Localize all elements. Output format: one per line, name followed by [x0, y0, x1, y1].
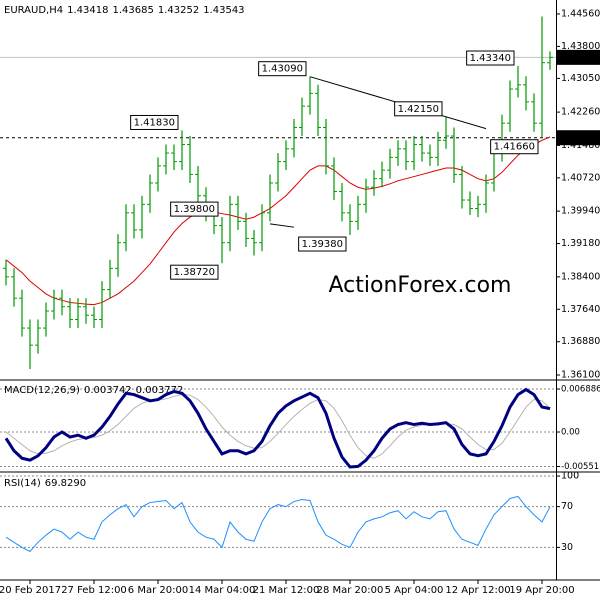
- annotation-text: 1.41660: [494, 142, 535, 153]
- indicator-name: RSI(14): [4, 478, 41, 489]
- y-tick-label: 1.36100: [561, 370, 600, 381]
- indicator-line: [5, 495, 551, 553]
- annotation: 1.38720: [170, 264, 219, 280]
- y-tick-label: -0.005511: [561, 462, 600, 472]
- current-price: 1.43543: [556, 49, 600, 65]
- x-tick-label: 14 Mar 04:00: [189, 585, 256, 596]
- header-low: 1.43252: [158, 5, 199, 16]
- y-tick-label: 1.37640: [561, 304, 600, 315]
- annotation-text: 1.42150: [398, 104, 439, 115]
- x-tick-label: 19 Apr 20:00: [509, 585, 574, 596]
- indicator-header: RSI(14) 69.8290: [4, 478, 86, 489]
- watermark: ActionForex.com: [329, 273, 512, 298]
- price-axis: 1.44560 1.43800 1.43050 1.42260 1.41480 1.407…: [556, 8, 600, 381]
- symbol: EURAUD,H4: [4, 5, 63, 16]
- annotation-box: [298, 236, 347, 252]
- trend-line: [269, 223, 295, 228]
- level-price-box: [556, 130, 600, 146]
- y-tick-label: 1.38400: [561, 271, 600, 282]
- x-tick-label: 28 Mar 20:00: [317, 585, 384, 596]
- annotation-box: [130, 114, 179, 130]
- annotation: 1.43090: [258, 61, 307, 77]
- y-tick-label: 1.39180: [561, 238, 600, 249]
- annotation-text: 1.38720: [174, 267, 215, 278]
- annotation-text: 1.43090: [262, 64, 303, 75]
- annotation-box: [466, 50, 515, 66]
- annotation-text: 1.39380: [302, 239, 343, 250]
- price-axis: 100 70 30: [556, 471, 579, 553]
- annotation: 1.41660: [490, 139, 539, 155]
- current-price-box: [556, 49, 600, 65]
- annotation-box: [490, 139, 539, 155]
- level-price-text: 1.41660: [560, 133, 600, 144]
- annotation-box: [170, 264, 219, 280]
- indicator-value: 0.003742: [84, 385, 132, 396]
- y-tick-label: 1.44560: [561, 8, 600, 19]
- y-tick-label: 1.43800: [561, 41, 600, 52]
- annotation: 1.39380: [298, 236, 347, 252]
- header-high: 1.43685: [112, 5, 153, 16]
- x-tick-label: 5 Apr 04:00: [385, 585, 444, 596]
- indicator-name: MACD(12,26,9): [4, 385, 80, 396]
- moving-average: [5, 136, 551, 306]
- indicator-line: [4, 387, 551, 469]
- current-price-text: 1.43543: [560, 52, 600, 63]
- header: EURAUD,H4 1.43418 1.43685 1.43252 1.43543: [4, 5, 245, 16]
- y-tick-label: 1.40720: [561, 172, 600, 183]
- annotation: 1.43340: [466, 50, 515, 66]
- x-tick-label: 27 Feb 12:00: [61, 585, 127, 596]
- x-tick-label: 20 Feb 2017: [0, 585, 61, 596]
- x-tick-label: 21 Mar 12:00: [253, 585, 320, 596]
- annotation-text: 1.41830: [134, 117, 175, 128]
- indicator-value: 69.8290: [45, 478, 86, 489]
- annotation-box: [258, 61, 307, 77]
- y-tick-label: 0.00: [561, 428, 580, 438]
- y-tick-label: 0.006886: [561, 385, 600, 395]
- y-tick-label: 30: [561, 542, 573, 553]
- y-tick-label: 1.39940: [561, 206, 600, 217]
- indicator-value: 0.003772: [136, 385, 184, 396]
- annotation-box: [394, 101, 443, 117]
- annotation: 1.42150: [394, 101, 443, 117]
- indicator-header: MACD(12,26,9) 0.003742 0.003772: [4, 385, 183, 396]
- y-tick-label: 1.41480: [561, 140, 600, 151]
- annotation: 1.41830: [130, 114, 179, 130]
- price-axis: 0.006886 0.00 -0.005511: [556, 385, 600, 472]
- header-close: 1.43543: [203, 5, 244, 16]
- annotation: 1.39800: [170, 201, 219, 217]
- indicator-line: [5, 394, 551, 459]
- x-tick-label: 12 Apr 12:00: [445, 585, 510, 596]
- y-tick-label: 1.43050: [561, 73, 600, 84]
- y-tick-label: 100: [561, 471, 579, 482]
- y-tick-label: 1.36880: [561, 336, 600, 347]
- x-tick-label: 6 Mar 20:00: [128, 585, 188, 596]
- annotation-text: 1.39800: [174, 204, 215, 215]
- annotation-box: [170, 201, 219, 217]
- header-open: 1.43418: [67, 5, 108, 16]
- y-tick-label: 70: [561, 501, 573, 512]
- level-price: 1.41660: [556, 130, 600, 146]
- y-tick-label: 1.42260: [561, 107, 600, 118]
- annotation-text: 1.43340: [470, 53, 511, 64]
